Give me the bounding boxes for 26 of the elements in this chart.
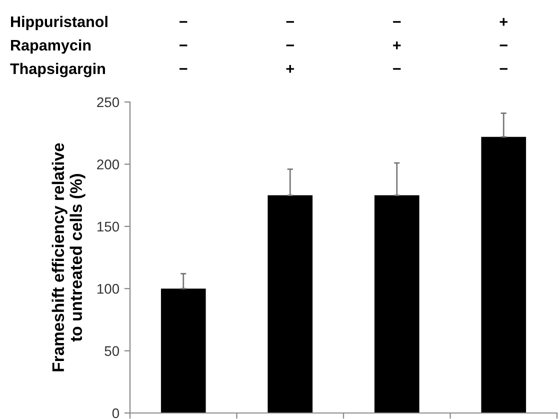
- y-tick-label: 200: [97, 160, 120, 170]
- text: −: [286, 21, 294, 23]
- text: +: [500, 18, 508, 26]
- text: −: [180, 44, 188, 46]
- y-tick-label: 150: [97, 222, 120, 232]
- text: −: [180, 68, 188, 70]
- text: Hippuristanol: [11, 16, 108, 30]
- y-tick-label: 50: [104, 346, 120, 356]
- bar: [268, 195, 313, 413]
- text: +: [393, 42, 401, 50]
- text: −: [180, 21, 188, 23]
- text: −: [500, 68, 508, 70]
- text: Thapsigargin: [10, 62, 105, 78]
- text: Rapamycin: [11, 39, 91, 54]
- y-tick-label: 100: [97, 284, 120, 294]
- text: −: [393, 21, 401, 23]
- bar: [160, 288, 206, 413]
- bar: [481, 136, 526, 413]
- text: −: [500, 44, 508, 46]
- y-tick-label: 250: [97, 97, 120, 108]
- y-axis-title: Frameshift efficiency relative to untreated cells (%): [52, 143, 86, 372]
- text: +: [286, 65, 294, 73]
- text: −: [286, 44, 294, 46]
- text: −: [393, 68, 401, 70]
- y-tick-label: 0: [112, 408, 120, 418]
- bar: [374, 195, 420, 413]
